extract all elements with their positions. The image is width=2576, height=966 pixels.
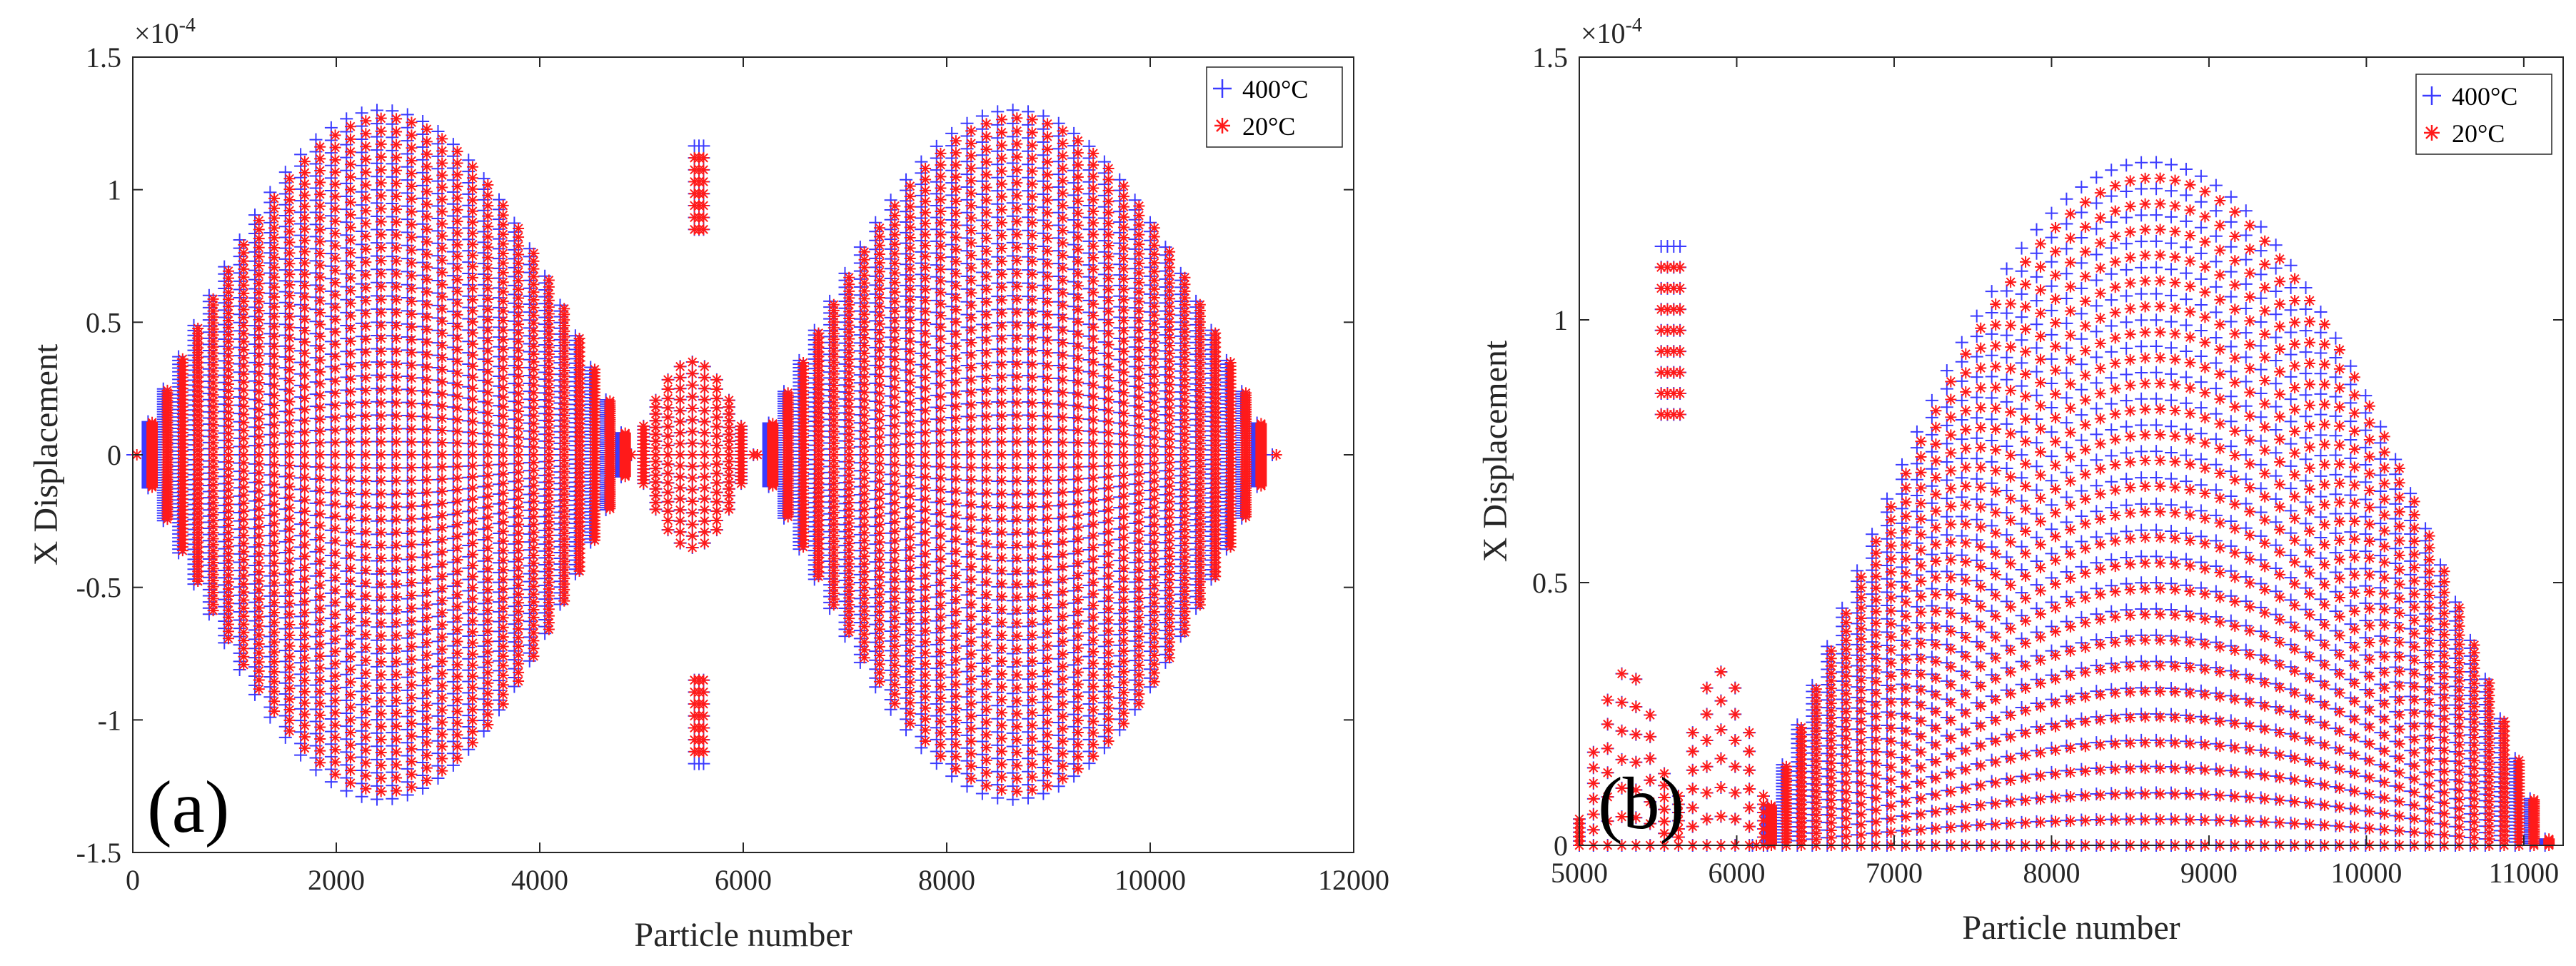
exponent-label-a: ×10-4 bbox=[134, 14, 196, 49]
x-tick-label-a: 2000 bbox=[308, 864, 365, 896]
x-tick-label-a: 6000 bbox=[715, 864, 772, 896]
x-tick-label-b: 5000 bbox=[1551, 857, 1608, 889]
y-axis-title-a: X Displacement bbox=[27, 343, 65, 565]
x-tick-label-b: 7000 bbox=[1866, 857, 1923, 889]
panel-label-b: (b) bbox=[1598, 763, 1684, 845]
legend-marker-400-a bbox=[1213, 79, 1232, 98]
legend-marker-20-a bbox=[1214, 118, 1230, 134]
panel-b: 5000 6000 7000 8000 9000 10000 11000 0 0.5 1 1.5 ×… bbox=[1476, 14, 2564, 947]
exponent-base-b: ×10 bbox=[1581, 17, 1626, 49]
y-tick-label-b: 1 bbox=[1554, 304, 1568, 336]
y-tick-label-b: 0.5 bbox=[1532, 567, 1568, 599]
x-tick-label-b: 9000 bbox=[2180, 857, 2238, 889]
y-tick-label-a: 1.5 bbox=[86, 41, 121, 74]
x-tick-label-a: 10000 bbox=[1115, 864, 1186, 896]
ticks-b: 5000 6000 7000 8000 9000 10000 11000 0 0.5 1 1.5 bbox=[1532, 41, 2563, 889]
x-axis-title-b: Particle number bbox=[1962, 909, 2180, 947]
legend-b: 400°C 20°C bbox=[2415, 74, 2552, 155]
y-tick-label-a: -0.5 bbox=[76, 572, 121, 604]
x-tick-label-a: 0 bbox=[126, 864, 140, 896]
y-axis-title-b: X Displacement bbox=[1476, 340, 1514, 562]
x-tick-label-a: 4000 bbox=[511, 864, 568, 896]
legend-label-400-b: 400°C bbox=[2452, 82, 2517, 111]
legend-label-20-a: 20°C bbox=[1242, 112, 1295, 141]
exponent-power-b: -4 bbox=[1626, 14, 1642, 36]
y-tick-label-a: -1 bbox=[98, 704, 121, 736]
x-tick-label-b: 11000 bbox=[2489, 857, 2560, 889]
ticks-a: 0 2000 4000 6000 8000 10000 12000 -1.5 -1 -0.5 0 0.… bbox=[76, 41, 1389, 896]
legend-marker-20-b bbox=[2424, 125, 2440, 141]
x-axis-title-a: Particle number bbox=[634, 916, 852, 954]
panel-a: 0 2000 4000 6000 8000 10000 12000 -1.5 -1 -0.5 0 0.… bbox=[27, 14, 1389, 954]
x-tick-label-b: 8000 bbox=[2023, 857, 2080, 889]
legend-a: 400°C 20°C bbox=[1206, 66, 1343, 148]
exponent-label-b: ×10-4 bbox=[1581, 14, 1642, 49]
legend-box-b bbox=[2415, 74, 2552, 155]
y-tick-label-a: -1.5 bbox=[76, 837, 121, 869]
exponent-base-a: ×10 bbox=[134, 17, 179, 49]
legend-label-20-b: 20°C bbox=[2452, 119, 2505, 148]
y-tick-label-a: 1 bbox=[107, 174, 121, 206]
y-tick-label-b: 0 bbox=[1554, 830, 1568, 862]
y-tick-label-b: 1.5 bbox=[1532, 41, 1568, 74]
x-tick-label-b: 6000 bbox=[1708, 857, 1765, 889]
y-tick-label-a: 0 bbox=[107, 439, 121, 471]
panel-label-a: (a) bbox=[147, 766, 229, 848]
x-tick-label-a: 8000 bbox=[918, 864, 975, 896]
exponent-power-a: -4 bbox=[179, 14, 196, 36]
x-tick-label-b: 10000 bbox=[2330, 857, 2402, 889]
legend-label-400-a: 400°C bbox=[1242, 75, 1308, 104]
x-tick-label-a: 12000 bbox=[1318, 864, 1389, 896]
legend-marker-400-b bbox=[2422, 86, 2441, 105]
legend-box-a bbox=[1206, 66, 1343, 148]
axes-box-b bbox=[1579, 56, 2564, 846]
y-tick-label-a: 0.5 bbox=[86, 306, 121, 338]
